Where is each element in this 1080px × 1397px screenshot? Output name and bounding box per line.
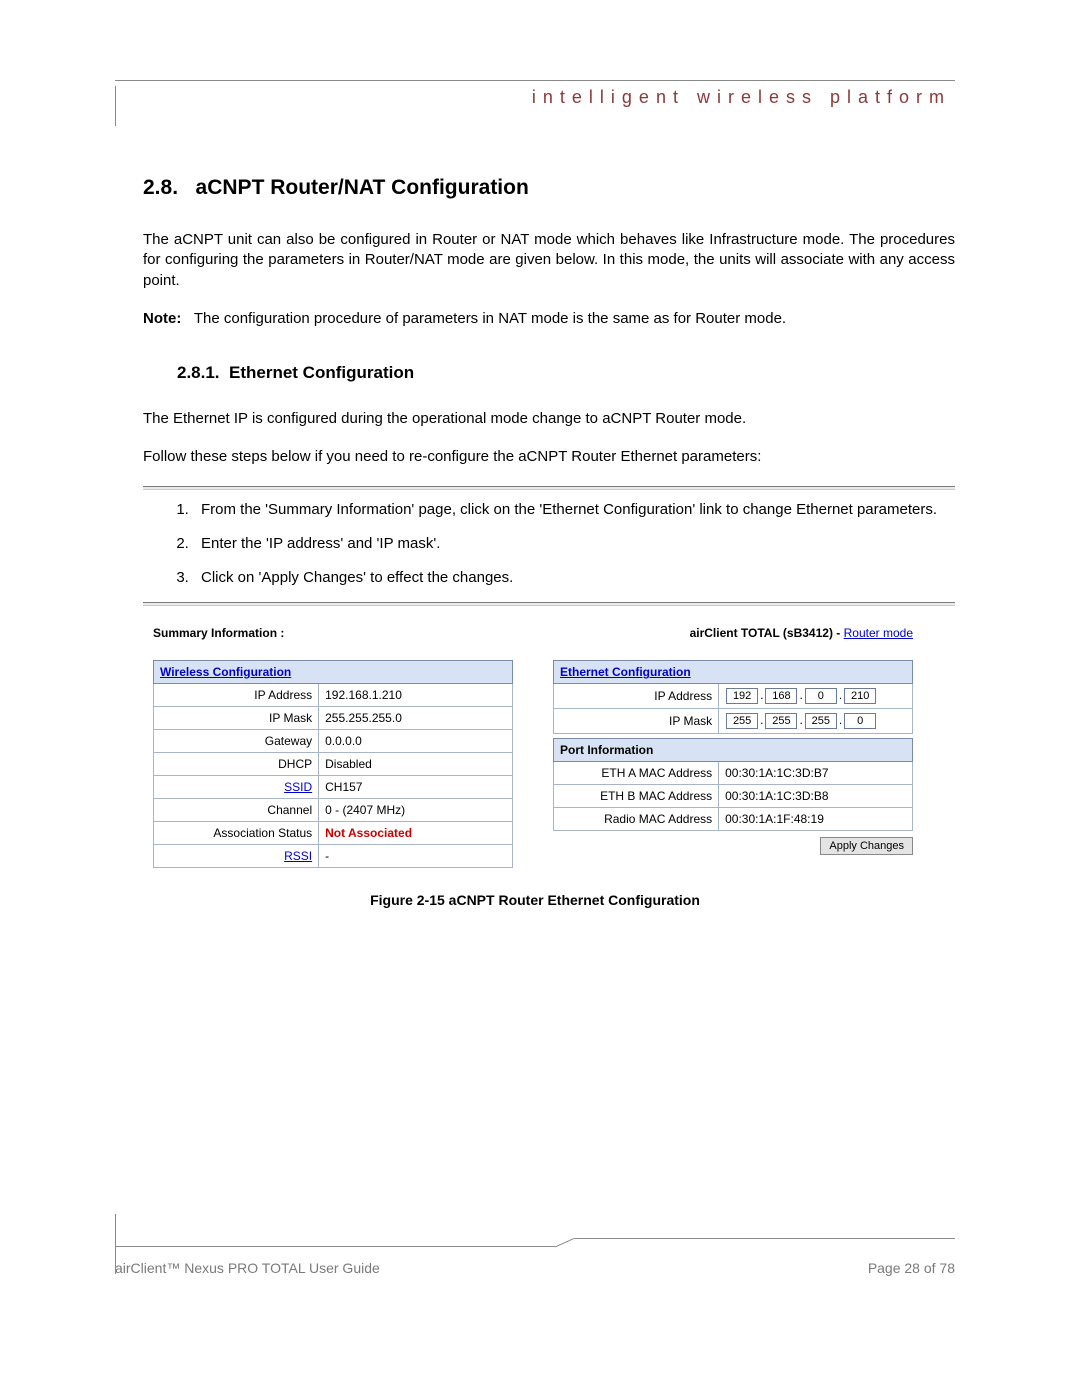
ip-mask-value: 255.255.255.0 — [719, 709, 913, 734]
row-label: Channel — [154, 799, 319, 822]
row-value: 0 - (2407 MHz) — [319, 799, 513, 822]
wireless-config-table: Wireless Configuration IP Address192.168… — [153, 660, 513, 868]
table-row: Radio MAC Address00:30:1A:1F:48:19 — [554, 808, 913, 831]
mask-octet-input[interactable]: 0 — [844, 713, 876, 729]
ip-octet-input[interactable]: 210 — [844, 688, 876, 704]
page-footer: airClient™ Nexus PRO TOTAL User Guide Pa… — [115, 1238, 955, 1276]
ip-octet-input[interactable]: 0 — [805, 688, 837, 704]
subsection-paragraph-2: Follow these steps below if you need to … — [115, 447, 955, 467]
figure-caption: Figure 2-15 aCNPT Router Ethernet Config… — [115, 892, 955, 908]
subsection-title-text: Ethernet Configuration — [229, 363, 414, 382]
table-row: ETH B MAC Address00:30:1A:1C:3D:B8 — [554, 785, 913, 808]
wireless-column: Wireless Configuration IP Address192.168… — [153, 660, 513, 868]
subsection-paragraph-1: The Ethernet IP is configured during the… — [115, 409, 955, 429]
section-heading: 2.8. aCNPT Router/NAT Configuration — [115, 176, 955, 200]
section-title-text: aCNPT Router/NAT Configuration — [196, 176, 529, 199]
header-rule — [115, 80, 955, 81]
subsection-heading: 2.8.1. Ethernet Configuration — [115, 363, 955, 383]
rssi-link[interactable]: RSSI — [154, 845, 319, 868]
header-tagline: intelligent wireless platform — [115, 87, 955, 108]
footer-left-text: airClient™ Nexus PRO TOTAL User Guide — [115, 1260, 380, 1276]
ip-octet-input[interactable]: 168 — [765, 688, 797, 704]
row-label: IP Address — [154, 684, 319, 707]
apply-changes-button[interactable]: Apply Changes — [820, 837, 913, 855]
row-label: ETH B MAC Address — [554, 785, 719, 808]
apply-row: Apply Changes — [553, 837, 913, 855]
ethernet-config-table: Ethernet Configuration IP Address 192.16… — [553, 660, 913, 734]
note-text: The configuration procedure of parameter… — [194, 310, 786, 327]
ip-mask-label: IP Mask — [554, 709, 719, 734]
page-content: intelligent wireless platform 2.8. aCNPT… — [115, 80, 955, 908]
step-2: Enter the 'IP address' and 'IP mask'. — [193, 534, 955, 554]
subsection-number: 2.8.1. — [177, 363, 220, 382]
port-info-header: Port Information — [554, 739, 913, 762]
step-1: From the 'Summary Information' page, cli… — [193, 500, 955, 520]
row-value: 0.0.0.0 — [319, 730, 513, 753]
steps-list: From the 'Summary Information' page, cli… — [115, 500, 955, 589]
wireless-config-header[interactable]: Wireless Configuration — [154, 661, 513, 684]
row-label: IP Mask — [154, 707, 319, 730]
row-label: Association Status — [154, 822, 319, 845]
table-row: Association StatusNot Associated — [154, 822, 513, 845]
row-value: Not Associated — [319, 822, 513, 845]
row-value: Disabled — [319, 753, 513, 776]
mask-octet-input[interactable]: 255 — [805, 713, 837, 729]
row-value: 00:30:1A:1C:3D:B7 — [719, 762, 913, 785]
ethernet-column: Ethernet Configuration IP Address 192.16… — [553, 660, 913, 868]
device-label: airClient TOTAL (sB3412) - Router mode — [690, 626, 913, 640]
table-row: SSIDCH157 — [154, 776, 513, 799]
ssid-link[interactable]: SSID — [154, 776, 319, 799]
router-mode-link[interactable]: Router mode — [844, 626, 913, 640]
row-label: DHCP — [154, 753, 319, 776]
footer-right-text: Page 28 of 78 — [868, 1260, 955, 1276]
ip-address-label: IP Address — [554, 684, 719, 709]
mask-octet-input[interactable]: 255 — [726, 713, 758, 729]
ip-octet-input[interactable]: 192 — [726, 688, 758, 704]
row-value: 255.255.255.0 — [319, 707, 513, 730]
note-label: Note: — [143, 310, 181, 327]
step-3: Click on 'Apply Changes' to effect the c… — [193, 568, 955, 588]
section-number: 2.8. — [143, 176, 178, 199]
row-value: CH157 — [319, 776, 513, 799]
table-row: IP Address192.168.1.210 — [154, 684, 513, 707]
table-row: Channel0 - (2407 MHz) — [154, 799, 513, 822]
ethernet-config-header[interactable]: Ethernet Configuration — [554, 661, 913, 684]
row-label: Radio MAC Address — [554, 808, 719, 831]
table-row: Gateway0.0.0.0 — [154, 730, 513, 753]
divider-bottom — [143, 602, 955, 606]
port-info-table: Port Information ETH A MAC Address00:30:… — [553, 738, 913, 831]
row-value: 00:30:1A:1C:3D:B8 — [719, 785, 913, 808]
table-row: RSSI- — [154, 845, 513, 868]
table-row: ETH A MAC Address00:30:1A:1C:3D:B7 — [554, 762, 913, 785]
table-row: IP Mask 255.255.255.0 — [554, 709, 913, 734]
section-paragraph-1: The aCNPT unit can also be configured in… — [115, 230, 955, 291]
row-value: 00:30:1A:1F:48:19 — [719, 808, 913, 831]
table-row: DHCPDisabled — [154, 753, 513, 776]
config-screenshot: Summary Information : airClient TOTAL (s… — [153, 626, 913, 868]
table-row: IP Mask255.255.255.0 — [154, 707, 513, 730]
divider-top — [143, 486, 955, 490]
ip-address-value: 192.168.0.210 — [719, 684, 913, 709]
row-value: - — [319, 845, 513, 868]
footer-rule — [115, 1238, 955, 1254]
mask-octet-input[interactable]: 255 — [765, 713, 797, 729]
row-label: ETH A MAC Address — [554, 762, 719, 785]
summary-info-label: Summary Information : — [153, 626, 284, 640]
row-label: Gateway — [154, 730, 319, 753]
row-value: 192.168.1.210 — [319, 684, 513, 707]
note-paragraph: Note: The configuration procedure of par… — [115, 309, 955, 329]
screenshot-header-row: Summary Information : airClient TOTAL (s… — [153, 626, 913, 640]
table-row: IP Address 192.168.0.210 — [554, 684, 913, 709]
